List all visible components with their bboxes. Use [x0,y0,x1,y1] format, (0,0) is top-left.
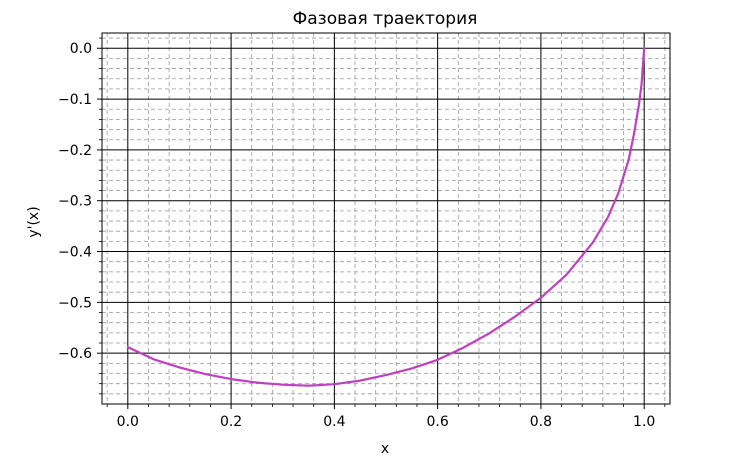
chart-title: Фазовая траектория [293,9,478,29]
y-tick-label: −0.1 [58,92,92,108]
x-tick-label: 0.0 [117,414,139,430]
x-tick-label: 0.4 [323,414,345,430]
x-tick-label: 1.0 [633,414,655,430]
y-tick-label: −0.2 [58,143,92,159]
y-axis-label: y'(x) [26,206,42,237]
y-tick-label: −0.3 [58,194,92,210]
major-grid [102,33,670,404]
x-tick-label: 0.8 [530,414,552,430]
plot-frame [101,32,671,405]
y-tick-label: 0.0 [70,41,92,57]
y-tick-label: −0.4 [58,245,92,261]
x-tick-label: 0.6 [427,414,449,430]
series-line [126,47,646,387]
y-tick-label: −0.6 [58,346,92,362]
minor-grid [102,33,670,404]
y-tick-label: −0.5 [58,295,92,311]
series-layer [126,47,646,387]
ticks-layer: 0.0 0.2 0.4 0.6 0.8 1.0 0.0 −0.1 −0.2 −0.3 −0.4 −0.… [58,37,666,430]
x-axis-label: x [381,441,389,457]
x-tick-label: 0.2 [220,414,242,430]
